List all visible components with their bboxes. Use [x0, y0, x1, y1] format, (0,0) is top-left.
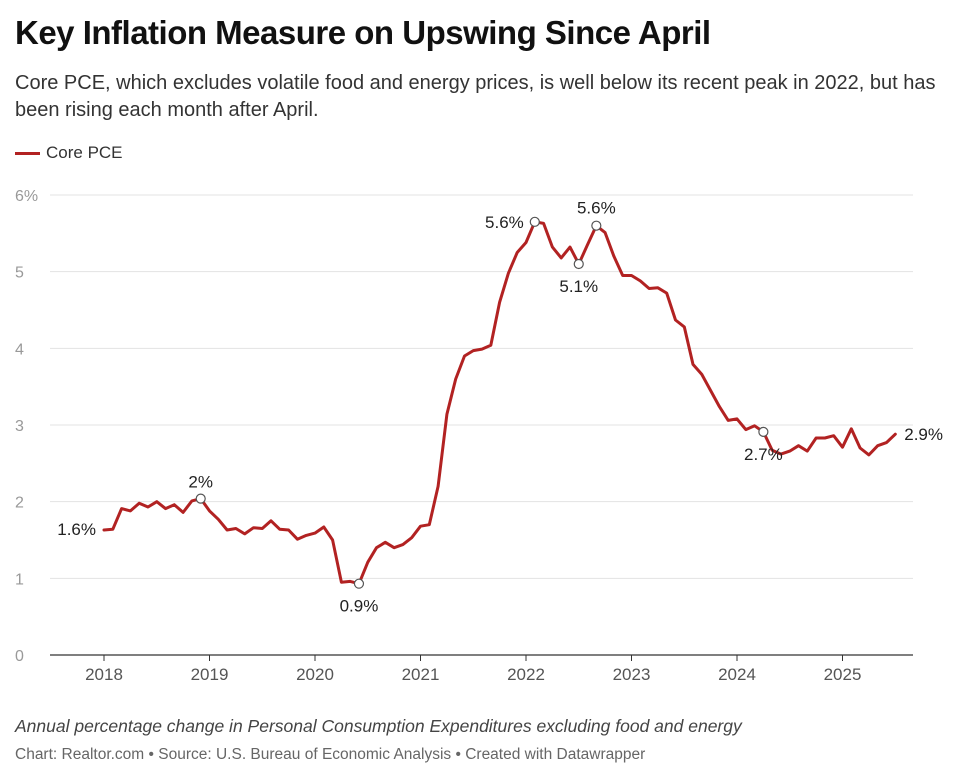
- legend: Core PCE: [15, 143, 123, 163]
- x-tick-label: 2024: [718, 665, 756, 684]
- chart-subtitle: Core PCE, which excludes volatile food a…: [15, 72, 936, 121]
- annotation-label: 0.9%: [340, 597, 379, 616]
- core-pce-line: [102, 220, 897, 586]
- x-tick-label: 2022: [507, 665, 545, 684]
- annotation-label: 5.1%: [559, 277, 598, 296]
- y-tick-label: 0: [15, 648, 24, 665]
- line-chart: 0 1 2 3 4 5 6% 2018 2019 2020 2021 2022 2023 2024 202…: [15, 188, 943, 684]
- annotation-marker: [591, 220, 602, 231]
- annotation-marker: [529, 216, 540, 227]
- y-tick-label: 3: [15, 418, 24, 435]
- annotation-label: 2.9%: [904, 425, 943, 444]
- annotations: 1.6% 2% 0.9% 5.6% 5.1% 5.6% 2.7% 2.9%: [57, 199, 943, 616]
- chart-notes: Annual percentage change in Personal Con…: [15, 716, 742, 736]
- annotation-label: 1.6%: [57, 520, 96, 539]
- annotation-label: 5.6%: [485, 213, 524, 232]
- legend-swatch: [15, 151, 40, 155]
- annotation-label: 2%: [188, 473, 213, 492]
- annotation-marker: [758, 426, 769, 437]
- chart-source: Chart: Realtor.com • Source: U.S. Bureau…: [15, 746, 646, 763]
- x-tick-label: 2020: [296, 665, 334, 684]
- y-axis: 0 1 2 3 4 5 6%: [15, 188, 38, 665]
- chart-title: Key Inflation Measure on Upswing Since A…: [15, 14, 711, 51]
- series: [102, 220, 897, 586]
- x-tick-label: 2018: [85, 665, 123, 684]
- x-tick-label: 2019: [191, 665, 229, 684]
- annotation-label: 2.7%: [744, 445, 783, 464]
- y-tick-label: 6%: [15, 188, 38, 205]
- gridlines: [50, 194, 913, 656]
- annotation-label: 5.6%: [577, 199, 616, 218]
- y-tick-label: 5: [15, 265, 24, 282]
- x-tick-label: 2025: [824, 665, 862, 684]
- annotation-marker: [573, 258, 584, 270]
- annotation-marker: [353, 578, 365, 589]
- y-tick-label: 2: [15, 495, 24, 512]
- x-tick-label: 2023: [613, 665, 651, 684]
- x-tick-label: 2021: [402, 665, 440, 684]
- legend-label: Core PCE: [46, 143, 123, 162]
- x-axis: 2018 2019 2020 2021 2022 2023 2024 2025: [85, 655, 861, 684]
- y-tick-label: 4: [15, 341, 24, 358]
- y-tick-label: 1: [15, 571, 24, 588]
- annotation-marker: [195, 493, 206, 504]
